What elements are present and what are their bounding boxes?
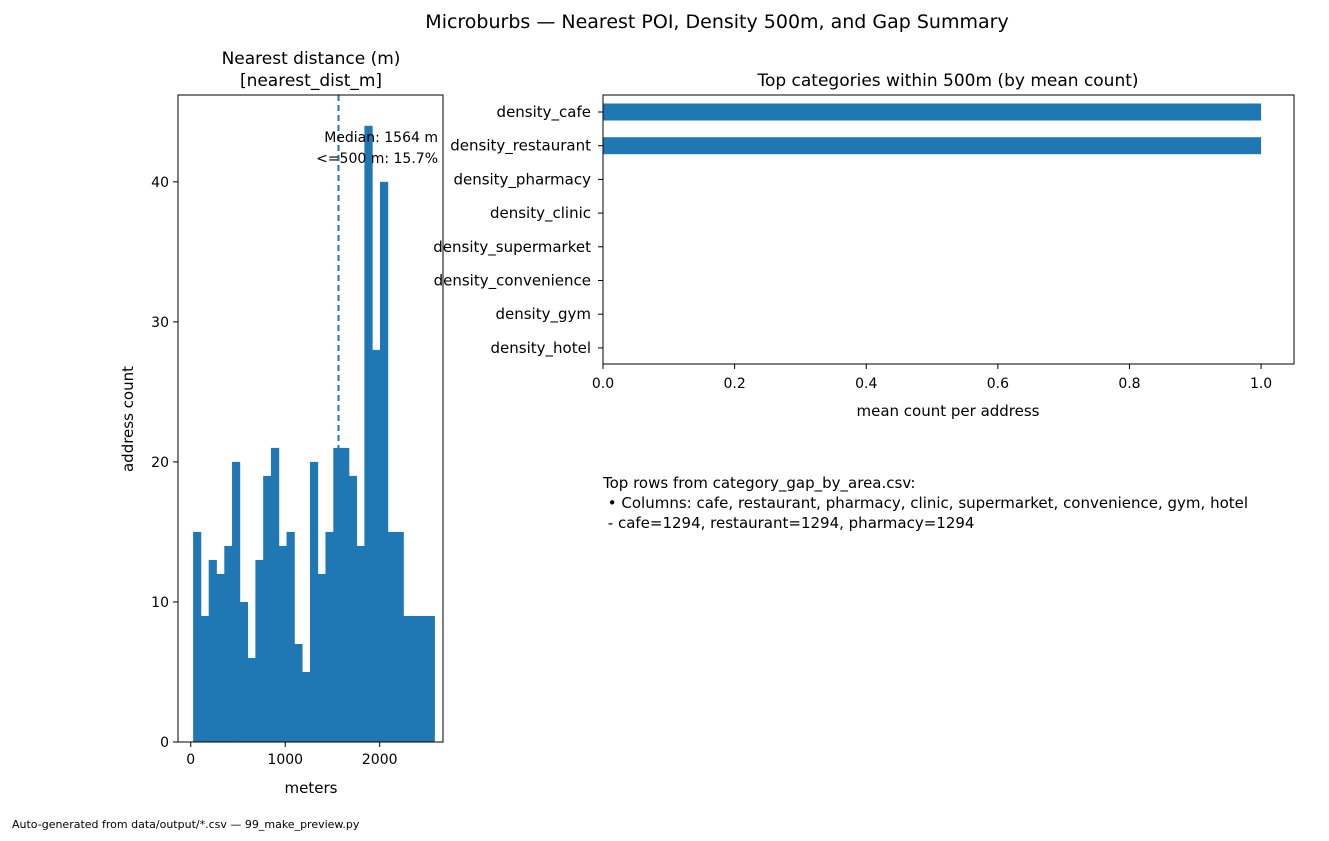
summary-line-columns: • Columns: cafe, restaurant, pharmacy, c… xyxy=(603,494,1248,512)
category-bar xyxy=(603,103,1262,121)
histogram-bar xyxy=(200,615,210,742)
histogram-bar xyxy=(208,559,217,742)
histogram-bar xyxy=(302,671,311,742)
histogram-x-axis-label: meters xyxy=(285,779,338,797)
category-bars xyxy=(603,103,1262,155)
histogram-bar xyxy=(419,615,428,742)
histogram-bar xyxy=(411,615,420,742)
histogram-title-line1: Nearest distance (m) xyxy=(222,49,401,69)
footer-note: Auto-generated from data/output/*.csv — … xyxy=(12,818,360,831)
figure-suptitle: Microburbs — Nearest POI, Density 500m, … xyxy=(425,11,1008,33)
y-tick-label: 40 xyxy=(151,175,169,191)
histogram-bar xyxy=(309,461,319,742)
y-tick-label: 10 xyxy=(151,595,169,611)
histogram-x-ticks: 0 1000 2000 xyxy=(186,742,398,768)
histogram-bar xyxy=(403,615,412,742)
y-tick-label: 0 xyxy=(160,735,169,751)
x-tick-label: 0.2 xyxy=(723,376,745,392)
histogram-bar xyxy=(325,531,334,742)
summary-line-values: - cafe=1294, restaurant=1294, pharmacy=1… xyxy=(603,514,974,532)
gap-summary-text: Top rows from category_gap_by_area.csv: … xyxy=(602,474,1248,532)
histogram-bar xyxy=(364,125,373,743)
category-label: density_gym xyxy=(495,305,591,324)
histogram-title-line2: [nearest_dist_m] xyxy=(240,71,382,91)
histogram-bar xyxy=(193,531,202,742)
category-label: density_pharmacy xyxy=(453,170,591,189)
histogram-bar xyxy=(379,181,389,742)
category-density-chart: Top categories within 500m (by mean coun… xyxy=(433,71,1295,420)
category-label: density_convenience xyxy=(434,272,591,291)
share-within-500m-annotation: <=500 m: 15.7% xyxy=(316,151,438,167)
histogram-bar xyxy=(232,461,241,742)
category-bar xyxy=(603,137,1262,155)
histogram-bar xyxy=(286,531,295,742)
histogram-bar xyxy=(239,601,249,742)
histogram-bar xyxy=(317,573,326,742)
histogram-bar xyxy=(270,447,280,742)
histogram-bar xyxy=(387,531,396,742)
category-label: density_cafe xyxy=(497,103,591,122)
histogram-bar xyxy=(372,349,381,742)
histogram-bar xyxy=(426,615,435,742)
histogram-bar xyxy=(348,475,358,742)
histogram-chart: Nearest distance (m) [nearest_dist_m] Me… xyxy=(119,49,444,797)
category-x-axis-label: mean count per address xyxy=(856,402,1039,420)
category-y-ticks: density_cafe density_restaurant density_ph… xyxy=(433,103,603,358)
x-tick-label: 0 xyxy=(186,752,195,768)
summary-line-heading: Top rows from category_gap_by_area.csv: xyxy=(602,474,915,493)
histogram-bar xyxy=(216,573,225,742)
histogram-bar xyxy=(294,643,303,742)
x-tick-label: 2000 xyxy=(362,752,398,768)
histogram-bar xyxy=(263,475,272,742)
x-tick-label: 1000 xyxy=(267,752,303,768)
category-chart-title: Top categories within 500m (by mean coun… xyxy=(756,71,1138,91)
histogram-bar xyxy=(278,545,287,742)
histogram-bar xyxy=(255,559,264,742)
histogram-axes-frame xyxy=(177,94,444,743)
category-label: density_supermarket xyxy=(433,238,591,257)
category-axes-frame xyxy=(602,94,1295,365)
x-tick-label: 0.6 xyxy=(987,376,1009,392)
histogram-bar xyxy=(356,545,365,742)
histogram-bar xyxy=(395,531,404,742)
x-tick-label: 0.4 xyxy=(855,376,877,392)
x-tick-label: 1.0 xyxy=(1250,376,1272,392)
category-x-ticks: 0.0 0.2 0.4 0.6 0.8 1.0 xyxy=(592,364,1272,392)
histogram-bars xyxy=(193,125,435,743)
histogram-bar xyxy=(224,545,233,742)
category-label: density_clinic xyxy=(490,204,591,223)
histogram-bar xyxy=(333,447,342,742)
median-annotation: Median: 1564 m xyxy=(324,130,438,146)
category-label: density_restaurant xyxy=(450,137,591,156)
histogram-y-ticks: 0 10 20 30 40 xyxy=(151,175,178,751)
y-tick-label: 30 xyxy=(151,315,169,331)
category-label: density_hotel xyxy=(491,339,591,358)
histogram-y-axis-label: address count xyxy=(119,366,137,472)
y-tick-label: 20 xyxy=(151,455,169,471)
histogram-bar xyxy=(247,657,256,742)
x-tick-label: 0.0 xyxy=(592,376,614,392)
histogram-bar xyxy=(341,447,350,742)
x-tick-label: 0.8 xyxy=(1118,376,1140,392)
